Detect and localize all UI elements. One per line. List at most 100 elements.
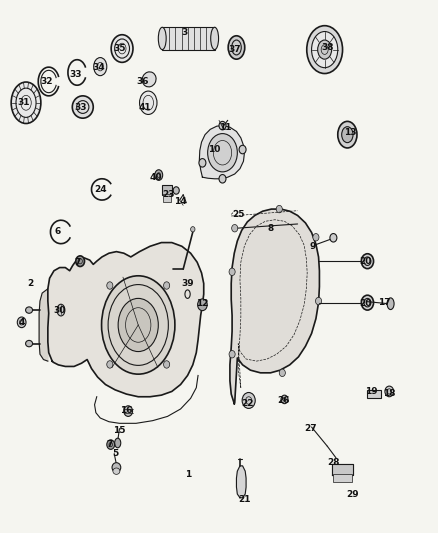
Ellipse shape	[112, 463, 121, 472]
Ellipse shape	[113, 468, 120, 474]
Ellipse shape	[72, 96, 93, 118]
Ellipse shape	[242, 392, 255, 408]
Text: 23: 23	[162, 190, 175, 199]
Text: 27: 27	[304, 424, 317, 433]
Ellipse shape	[219, 174, 226, 183]
Text: 28: 28	[327, 458, 339, 466]
Ellipse shape	[115, 438, 121, 448]
Ellipse shape	[279, 369, 286, 376]
Ellipse shape	[199, 159, 206, 167]
Ellipse shape	[57, 304, 65, 316]
Ellipse shape	[163, 361, 170, 368]
Ellipse shape	[191, 227, 195, 232]
Text: 15: 15	[113, 426, 126, 435]
Ellipse shape	[342, 127, 353, 143]
Text: 33: 33	[74, 102, 86, 111]
Polygon shape	[48, 243, 204, 397]
Ellipse shape	[102, 276, 175, 374]
Text: 16: 16	[120, 406, 133, 415]
Ellipse shape	[281, 395, 288, 403]
Ellipse shape	[318, 40, 332, 59]
Ellipse shape	[211, 27, 219, 50]
Text: 13: 13	[344, 128, 356, 137]
Ellipse shape	[208, 134, 237, 172]
Polygon shape	[230, 209, 319, 403]
Bar	[162, 27, 215, 50]
Text: 7: 7	[107, 440, 113, 449]
Text: 29: 29	[346, 489, 358, 498]
Text: 26: 26	[277, 396, 290, 405]
Polygon shape	[39, 289, 48, 361]
Text: 11: 11	[219, 123, 232, 132]
Ellipse shape	[361, 295, 374, 310]
Ellipse shape	[118, 298, 158, 352]
Text: 14: 14	[174, 197, 187, 206]
Ellipse shape	[276, 205, 283, 213]
Ellipse shape	[307, 26, 343, 74]
Ellipse shape	[76, 256, 85, 266]
Text: 24: 24	[94, 185, 106, 194]
Text: 1: 1	[185, 471, 191, 479]
Text: 20: 20	[359, 257, 371, 265]
Ellipse shape	[11, 82, 41, 124]
Ellipse shape	[107, 282, 113, 289]
Text: 35: 35	[113, 44, 126, 53]
Text: 19: 19	[364, 387, 377, 396]
Text: 9: 9	[310, 242, 316, 251]
Ellipse shape	[163, 282, 170, 289]
Text: 25: 25	[233, 210, 245, 219]
Text: 36: 36	[136, 77, 149, 86]
Text: 8: 8	[267, 224, 274, 233]
Bar	[333, 474, 352, 482]
Ellipse shape	[111, 35, 133, 62]
Text: 20: 20	[359, 299, 371, 308]
Text: 3: 3	[181, 28, 187, 37]
Text: 30: 30	[53, 305, 66, 314]
Ellipse shape	[198, 299, 207, 311]
Ellipse shape	[315, 297, 321, 305]
Ellipse shape	[228, 36, 245, 59]
Ellipse shape	[25, 341, 32, 347]
Text: 5: 5	[112, 449, 118, 458]
Text: 10: 10	[208, 145, 221, 154]
Ellipse shape	[107, 361, 113, 368]
Text: 39: 39	[181, 279, 194, 288]
Ellipse shape	[142, 72, 156, 87]
Ellipse shape	[140, 91, 157, 115]
Text: 21: 21	[238, 495, 251, 504]
Ellipse shape	[155, 169, 162, 180]
Bar	[163, 194, 171, 201]
Ellipse shape	[313, 233, 319, 241]
Text: 40: 40	[149, 173, 162, 182]
Text: 41: 41	[138, 102, 151, 111]
Text: 17: 17	[378, 298, 390, 307]
Text: 12: 12	[196, 299, 208, 308]
Ellipse shape	[361, 254, 374, 269]
Bar	[162, 185, 172, 195]
Ellipse shape	[173, 187, 179, 194]
Text: 37: 37	[228, 45, 240, 54]
Polygon shape	[332, 464, 353, 475]
Polygon shape	[199, 126, 244, 179]
Ellipse shape	[124, 406, 133, 416]
Text: 7: 7	[74, 258, 80, 266]
Text: 18: 18	[383, 389, 396, 398]
Ellipse shape	[107, 440, 115, 449]
Polygon shape	[237, 466, 246, 498]
Ellipse shape	[229, 268, 235, 276]
Ellipse shape	[94, 58, 107, 76]
Text: 4: 4	[18, 318, 25, 327]
Ellipse shape	[229, 351, 235, 358]
Text: 38: 38	[321, 43, 333, 52]
Ellipse shape	[387, 298, 394, 310]
Ellipse shape	[25, 307, 32, 313]
Text: 34: 34	[92, 63, 105, 71]
Text: 22: 22	[241, 399, 254, 408]
Ellipse shape	[232, 224, 238, 232]
Ellipse shape	[385, 386, 394, 397]
Ellipse shape	[17, 317, 26, 328]
Text: 32: 32	[40, 77, 53, 86]
Ellipse shape	[219, 122, 226, 130]
Ellipse shape	[330, 233, 337, 242]
Text: 33: 33	[70, 70, 82, 78]
